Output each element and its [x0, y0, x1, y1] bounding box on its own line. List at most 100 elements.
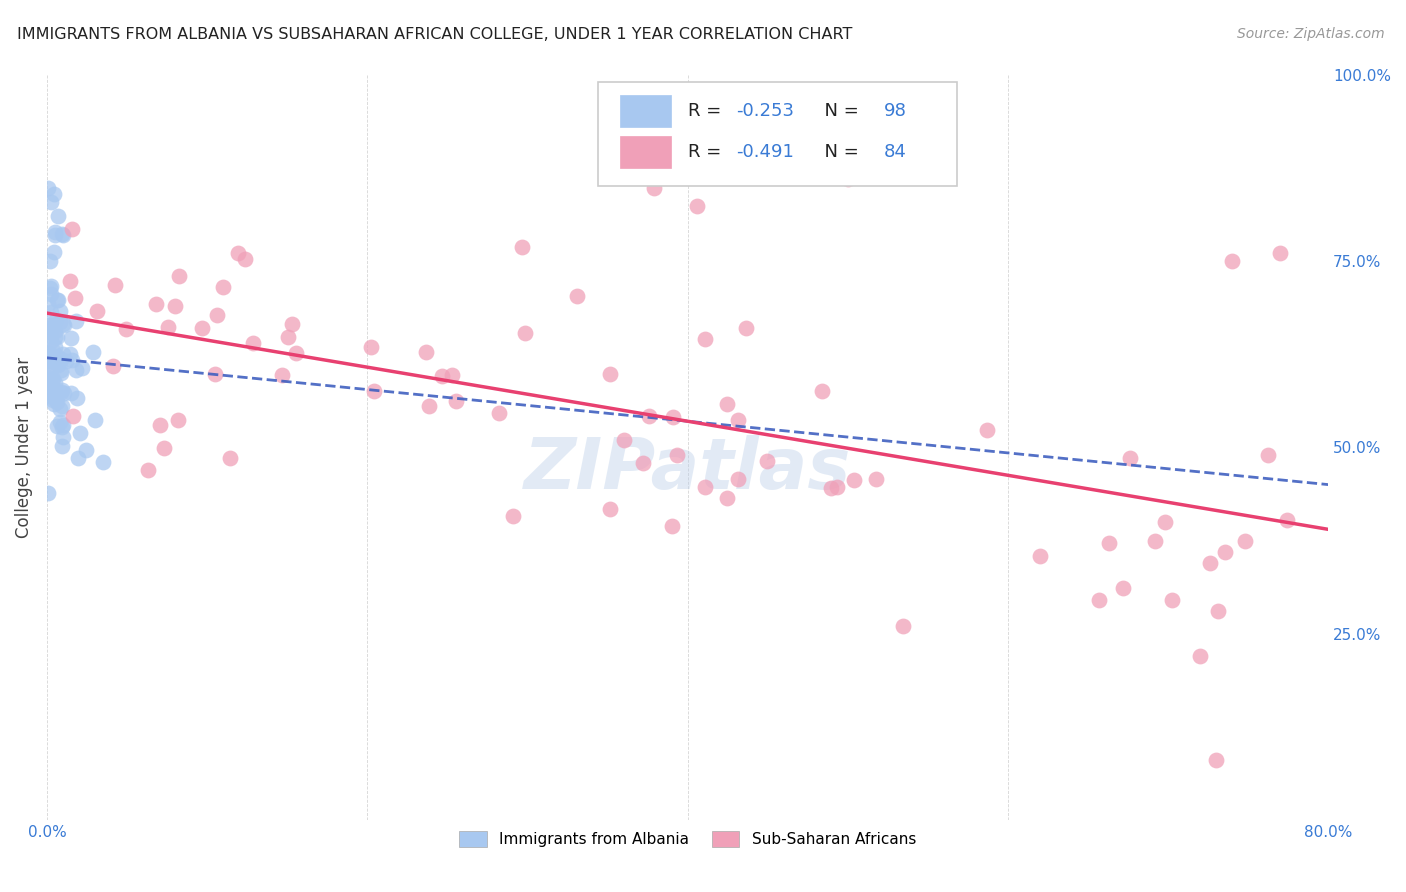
Point: [285, 346, 308, 360]
Point: [418, 399, 440, 413]
Point: [502, 508, 524, 523]
Point: [149, 417, 172, 432]
Point: [46, 329, 69, 343]
Text: 98: 98: [883, 102, 907, 120]
Point: [45, 312, 67, 326]
Point: [38, 384, 60, 398]
Point: [49, 304, 72, 318]
Point: [60, 222, 83, 236]
Point: [45, 392, 67, 407]
Point: [52, 317, 75, 331]
Point: [233, 252, 256, 266]
Point: [360, 340, 382, 354]
Point: [69, 426, 91, 441]
Point: [1206, 604, 1229, 618]
Point: [83, 413, 105, 427]
Point: [39, 361, 62, 376]
Point: [38, 352, 60, 367]
Point: [820, 481, 842, 495]
Point: [212, 279, 235, 293]
Point: [1154, 515, 1177, 529]
Point: [62, 409, 84, 424]
Point: [136, 463, 159, 477]
Point: [49, 402, 72, 417]
Point: [976, 423, 998, 437]
Point: [44, 354, 66, 368]
Point: [613, 433, 636, 447]
Point: [46, 293, 69, 307]
Point: [1188, 649, 1211, 664]
Point: [363, 384, 385, 398]
Point: [37, 296, 59, 310]
Point: [38, 346, 60, 360]
Point: [599, 367, 621, 381]
Point: [49, 352, 72, 367]
Point: [65, 314, 87, 328]
Point: [891, 619, 914, 633]
Point: [42, 318, 65, 332]
Point: [1160, 593, 1182, 607]
Point: [638, 409, 661, 424]
Point: [1098, 536, 1121, 550]
Point: [865, 472, 887, 486]
Point: [39, 354, 62, 368]
Point: [52, 417, 75, 432]
Text: 84: 84: [883, 143, 907, 161]
Point: [39, 305, 62, 319]
Point: [430, 368, 453, 383]
Point: [662, 410, 685, 425]
Point: [599, 502, 621, 516]
Point: [44, 225, 66, 239]
Point: [44, 187, 66, 202]
Point: [48, 354, 70, 368]
Point: [1087, 593, 1109, 607]
Point: [1275, 513, 1298, 527]
Point: [837, 172, 859, 186]
Point: [37, 380, 59, 394]
Point: [46, 293, 69, 308]
Point: [44, 324, 66, 338]
Point: [53, 385, 76, 400]
Point: [510, 240, 533, 254]
Point: [86, 304, 108, 318]
Point: [37, 486, 59, 500]
Point: [190, 321, 212, 335]
Point: [727, 413, 749, 427]
Point: [39, 334, 62, 348]
Point: [716, 491, 738, 506]
Point: [51, 438, 73, 452]
Bar: [620, 136, 671, 168]
Point: [46, 210, 69, 224]
Point: [44, 330, 66, 344]
Text: -0.491: -0.491: [737, 143, 794, 161]
Point: [44, 386, 66, 401]
Point: [60, 353, 83, 368]
Text: ZIPatlas: ZIPatlas: [524, 435, 851, 504]
Point: [82, 345, 104, 359]
Point: [49, 415, 72, 429]
Point: [693, 332, 716, 346]
Point: [716, 397, 738, 411]
Text: Source: ZipAtlas.com: Source: ZipAtlas.com: [1237, 27, 1385, 41]
Point: [46, 394, 69, 409]
Point: [415, 345, 437, 359]
Point: [1119, 451, 1142, 466]
Point: [37, 324, 59, 338]
Point: [67, 451, 90, 466]
Point: [52, 228, 75, 243]
Point: [631, 456, 654, 470]
Point: [41, 389, 63, 403]
Legend: Immigrants from Albania, Sub-Saharan Africans: Immigrants from Albania, Sub-Saharan Afr…: [453, 825, 922, 854]
Point: [37, 374, 59, 388]
Point: [42, 383, 65, 397]
Point: [44, 376, 66, 390]
Point: [38, 318, 60, 332]
Point: [65, 363, 87, 377]
Point: [42, 383, 65, 397]
Point: [226, 245, 249, 260]
Point: [1215, 545, 1237, 559]
Point: [1220, 254, 1243, 268]
Point: [157, 319, 180, 334]
Point: [204, 367, 226, 381]
Point: [515, 326, 537, 341]
